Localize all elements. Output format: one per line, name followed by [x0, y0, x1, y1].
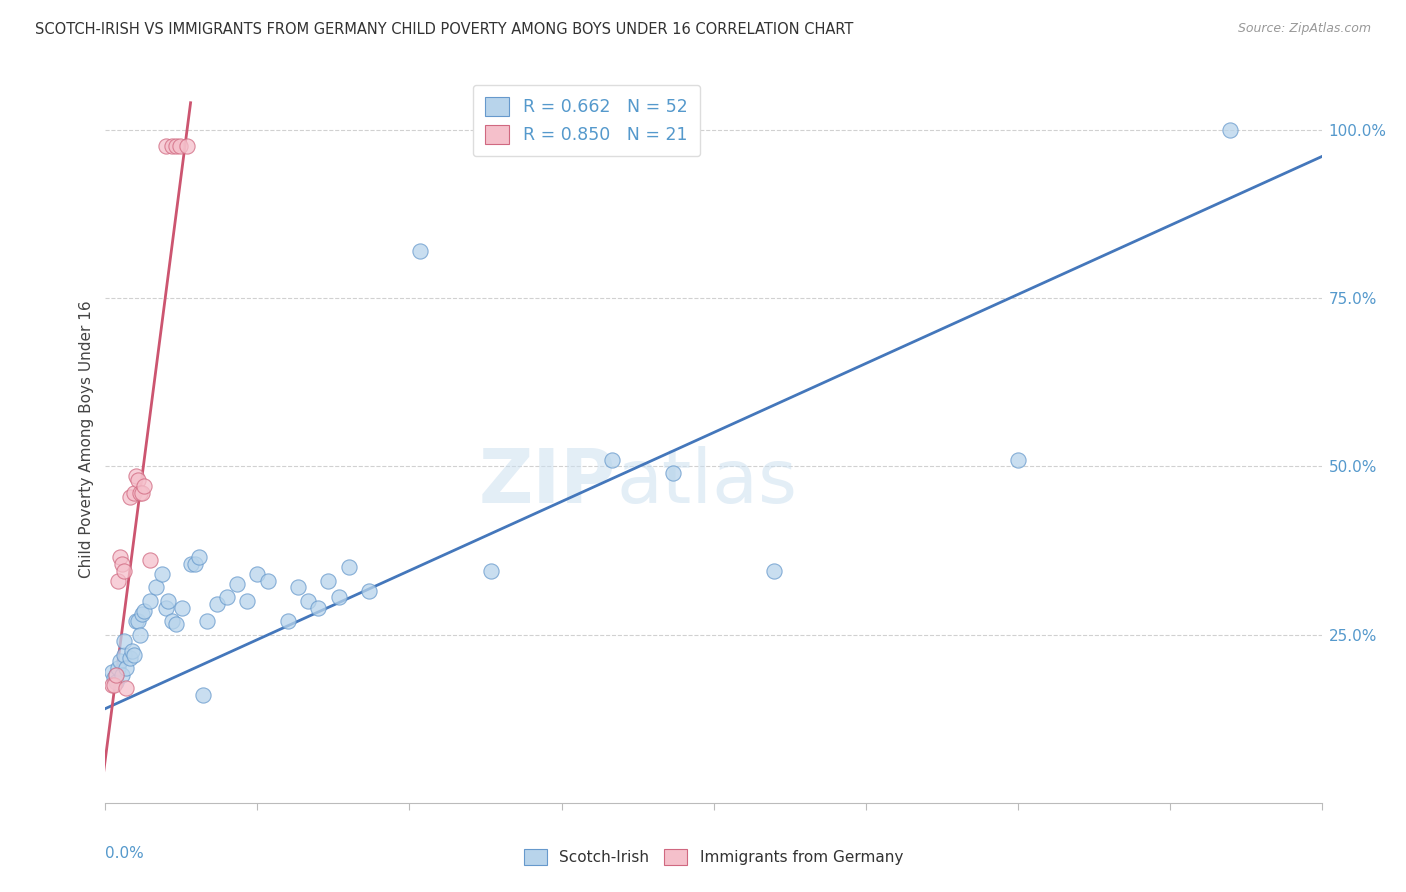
Point [357, 583, 380, 598]
Point [169, 139, 191, 153]
Point [195, 614, 218, 628]
Point [1007, 452, 1029, 467]
Point [125, 469, 148, 483]
Point [157, 594, 180, 608]
Point [150, 566, 173, 581]
Point [100, 678, 122, 692]
Point [111, 557, 134, 571]
Point [600, 452, 623, 467]
Point [287, 581, 309, 595]
Point [114, 681, 136, 696]
Point [122, 486, 145, 500]
Point [104, 668, 127, 682]
Point [131, 607, 153, 622]
Point [132, 479, 155, 493]
Point [103, 678, 125, 692]
Point [103, 671, 125, 685]
Point [162, 139, 184, 153]
Point [127, 614, 149, 628]
Point [112, 564, 135, 578]
Point [125, 614, 148, 628]
Point [129, 627, 152, 641]
Point [183, 557, 205, 571]
Point [112, 634, 135, 648]
Point [165, 617, 187, 632]
Y-axis label: Child Poverty Among Boys Under 16: Child Poverty Among Boys Under 16 [79, 301, 94, 578]
Point [100, 665, 122, 679]
Text: atlas: atlas [616, 446, 797, 519]
Point [118, 651, 141, 665]
Point [127, 473, 149, 487]
Point [107, 574, 129, 588]
Point [107, 661, 129, 675]
Point [118, 490, 141, 504]
Text: SCOTCH-IRISH VS IMMIGRANTS FROM GERMANY CHILD POVERTY AMONG BOYS UNDER 16 CORREL: SCOTCH-IRISH VS IMMIGRANTS FROM GERMANY … [35, 22, 853, 37]
Point [236, 594, 259, 608]
Point [172, 600, 194, 615]
Point [111, 668, 134, 682]
Point [1219, 122, 1241, 136]
Point [479, 564, 502, 578]
Text: 0.0%: 0.0% [105, 847, 145, 862]
Point [176, 139, 198, 153]
Text: Source: ZipAtlas.com: Source: ZipAtlas.com [1237, 22, 1371, 36]
Point [337, 560, 360, 574]
Point [139, 594, 162, 608]
Point [297, 594, 319, 608]
Point [165, 139, 187, 153]
Point [121, 644, 143, 658]
Point [114, 661, 136, 675]
Point [155, 600, 177, 615]
Point [763, 564, 786, 578]
Point [122, 648, 145, 662]
Point [108, 550, 131, 565]
Point [408, 244, 430, 258]
Point [277, 614, 299, 628]
Point [131, 486, 153, 500]
Point [318, 574, 340, 588]
Point [205, 597, 228, 611]
Point [307, 600, 329, 615]
Point [139, 553, 162, 567]
Point [246, 566, 269, 581]
Point [256, 574, 278, 588]
Point [187, 550, 209, 565]
Point [226, 577, 249, 591]
Point [155, 139, 177, 153]
Point [162, 614, 184, 628]
Text: ZIP: ZIP [479, 446, 616, 519]
Point [180, 557, 202, 571]
Point [104, 668, 127, 682]
Point [108, 655, 131, 669]
Point [662, 466, 685, 480]
Point [112, 648, 135, 662]
Legend: Scotch-Irish, Immigrants from Germany: Scotch-Irish, Immigrants from Germany [517, 843, 910, 871]
Point [191, 688, 214, 702]
Point [145, 581, 167, 595]
Point [217, 591, 239, 605]
Point [132, 604, 155, 618]
Point [129, 486, 152, 500]
Point [104, 674, 127, 689]
Point [328, 591, 350, 605]
